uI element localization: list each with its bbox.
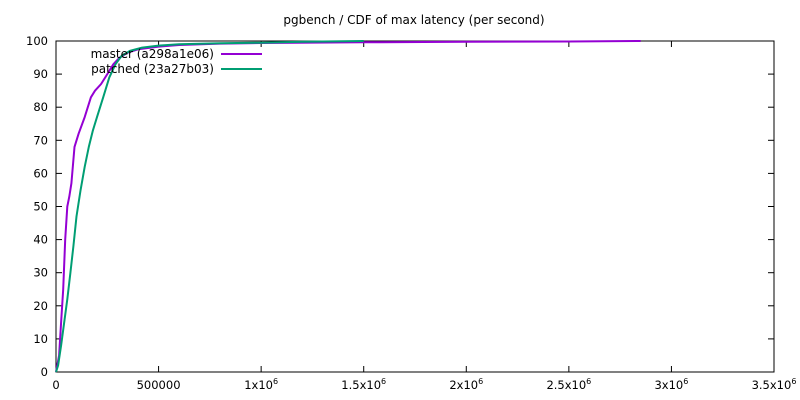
y-tick-label: 20 <box>33 299 48 313</box>
x-tick-label: 500000 <box>137 378 181 392</box>
x-tick-label: 3.5x106 <box>752 377 797 392</box>
x-tick-label: 2x106 <box>449 377 483 392</box>
y-tick-label: 10 <box>33 332 48 346</box>
y-tick-label: 90 <box>33 67 48 81</box>
y-tick-label: 30 <box>33 266 48 280</box>
y-tick-label: 40 <box>33 233 48 247</box>
x-tick-label: 0 <box>52 378 59 392</box>
y-tick-label: 60 <box>33 166 48 180</box>
legend-label: patched (23a27b03) <box>91 62 214 76</box>
axis-ticks: 0 10 20 30 40 50 60 70 80 90 100 0 500000 1x106 1.5x10… <box>26 34 796 392</box>
y-tick-label: 80 <box>33 100 48 114</box>
y-tick-label: 100 <box>26 34 48 48</box>
chart-title: pgbench / CDF of max latency (per second… <box>283 13 544 27</box>
x-tick-label: 3x106 <box>654 377 688 392</box>
x-tick-label: 1.5x106 <box>341 377 386 392</box>
y-tick-label: 50 <box>33 200 48 214</box>
legend: master (a298a1e06)patched (23a27b03) <box>91 47 262 76</box>
x-tick-label: 1x106 <box>244 377 278 392</box>
legend-label: master (a298a1e06) <box>91 47 214 61</box>
y-tick-label: 0 <box>41 365 48 379</box>
series-lines <box>55 40 641 373</box>
series-line-master <box>55 40 641 373</box>
series-line-patched <box>55 40 364 373</box>
y-tick-label: 70 <box>33 133 48 147</box>
x-tick-label: 2.5x106 <box>546 377 591 392</box>
plot-area <box>55 40 775 373</box>
